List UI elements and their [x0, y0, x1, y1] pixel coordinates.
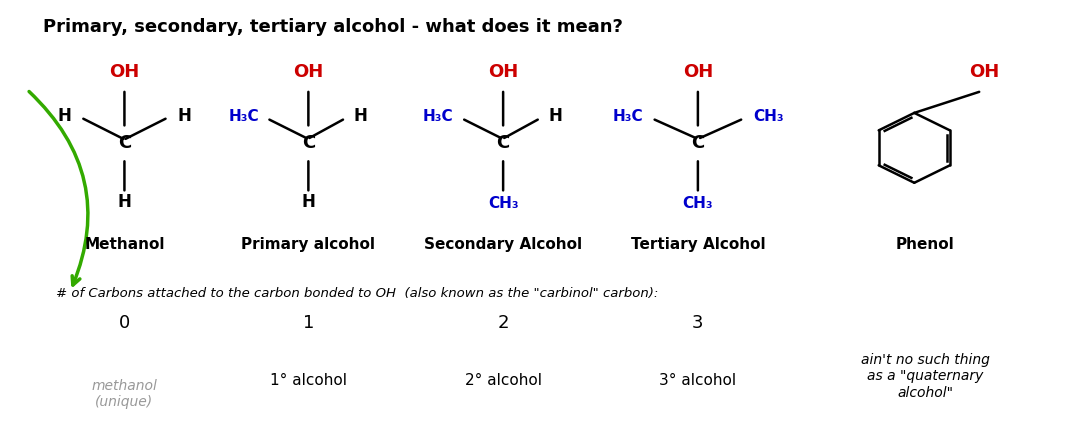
Text: H₃C: H₃C: [612, 109, 643, 124]
Text: H: H: [118, 193, 131, 211]
Text: H: H: [302, 193, 315, 211]
Text: OH: OH: [683, 63, 713, 81]
Text: OH: OH: [293, 63, 324, 81]
Text: 1° alcohol: 1° alcohol: [269, 373, 347, 388]
Text: C: C: [691, 134, 704, 152]
Text: CH₃: CH₃: [683, 196, 713, 211]
Text: 2: 2: [498, 314, 509, 332]
Text: C: C: [118, 134, 131, 152]
Text: Primary, secondary, tertiary alcohol - what does it mean?: Primary, secondary, tertiary alcohol - w…: [43, 18, 623, 36]
Text: 3: 3: [692, 314, 703, 332]
Text: OH: OH: [488, 63, 518, 81]
Text: OH: OH: [969, 63, 1000, 81]
Text: 3° alcohol: 3° alcohol: [659, 373, 737, 388]
Text: H: H: [354, 108, 367, 125]
Text: 2° alcohol: 2° alcohol: [464, 373, 542, 388]
Text: H: H: [58, 108, 71, 125]
Text: 0: 0: [119, 314, 130, 332]
Text: 1: 1: [303, 314, 314, 332]
Text: H: H: [549, 108, 562, 125]
Text: C: C: [302, 134, 315, 152]
Text: Methanol: Methanol: [84, 237, 164, 252]
Text: methanol
(unique): methanol (unique): [92, 379, 157, 409]
Text: Phenol: Phenol: [896, 237, 954, 252]
Text: Tertiary Alcohol: Tertiary Alcohol: [631, 237, 765, 252]
Text: Secondary Alcohol: Secondary Alcohol: [424, 237, 582, 252]
Text: ain't no such thing
as a "quaternary
alcohol": ain't no such thing as a "quaternary alc…: [860, 353, 990, 400]
Text: OH: OH: [109, 63, 140, 81]
Text: # of Carbons attached to the carbon bonded to OH  (also known as the "carbinol" : # of Carbons attached to the carbon bond…: [56, 287, 659, 300]
Text: C: C: [497, 134, 510, 152]
Text: H: H: [177, 108, 190, 125]
Text: CH₃: CH₃: [488, 196, 518, 211]
Text: Primary alcohol: Primary alcohol: [241, 237, 375, 252]
Text: H₃C: H₃C: [423, 109, 453, 124]
Text: CH₃: CH₃: [753, 109, 783, 124]
Text: H₃C: H₃C: [228, 109, 259, 124]
